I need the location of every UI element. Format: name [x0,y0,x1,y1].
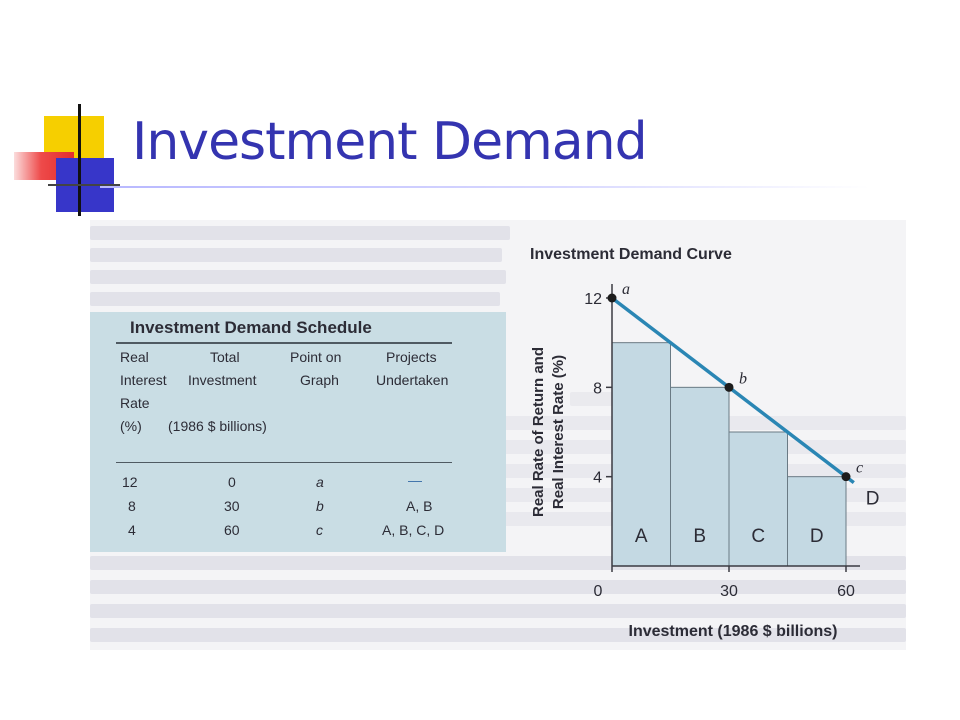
slide-title: Investment Demand [132,112,648,172]
background-text-line [90,604,906,618]
x-tick-label: 30 [720,583,738,600]
investment-demand-schedule: Investment Demand Schedule Real Interest… [90,312,506,552]
background-text-line [90,292,500,306]
row-investment: 60 [224,522,240,538]
row-projects: A, B [406,498,433,514]
row-point: b [316,498,324,514]
curve-point [724,382,734,392]
x-tick-label: 60 [837,583,855,600]
background-text-line [90,628,906,642]
y-axis-label: Real Rate of Return and Real Interest Rat… [530,347,567,517]
bar-project [787,476,847,567]
row-rate: 4 [128,522,136,538]
title-deco-vertical-line [78,104,81,216]
row-projects: A, B, C, D [382,522,445,538]
point-label: b [739,370,747,387]
row-investment: 0 [228,474,236,490]
background-text-line [90,270,506,284]
bar-label: A [635,526,648,547]
demand-curve [610,296,855,485]
bar-project [670,386,730,567]
x-axis-label: Investment (1986 $ billions) [629,623,838,640]
x-tick-label: 0 [594,583,603,600]
bar-label: C [751,526,765,547]
y-tick-label: 8 [593,380,602,397]
row-point: c [316,522,323,538]
header-line: (%) [120,418,142,434]
point-label: c [856,460,863,477]
row-rate: 8 [128,498,136,514]
background-text-line [90,226,510,240]
schedule-header-rule [116,462,452,463]
title-underline [100,186,870,188]
curve-point [841,472,851,482]
header-line: Graph [300,372,339,388]
title-deco-horizontal-line [48,184,120,186]
bar-project [728,431,788,567]
column-header-rate: Real Interest Rate (%) [120,346,167,438]
header-line: Rate [120,395,150,411]
header-line: Projects [386,349,437,365]
y-axis-label-line: Real Rate of Return and [530,347,547,517]
header-line: Undertaken [376,372,449,388]
column-header-point: Point on Graph [290,346,341,392]
row-investment: 30 [224,498,240,514]
column-header-projects: Projects Undertaken [376,346,448,392]
row-rate: 12 [122,474,138,490]
curve-label: D [866,489,880,510]
point-label: a [622,281,630,298]
row-point: a [316,474,324,490]
y-axis-label-line: Real Interest Rate (%) [550,355,567,509]
header-line: Interest [120,372,167,388]
y-tick-label: 4 [593,470,602,487]
schedule-title: Investment Demand Schedule [130,318,372,337]
bar-label: D [810,526,824,547]
header-line: Real [120,349,149,365]
header-line: Total [210,349,240,365]
curve-point [607,293,617,303]
chart-title: Investment Demand Curve [530,246,732,263]
bar-project [611,342,671,567]
background-text-line [90,580,906,594]
column-header-investment: Total Investment (1986 $ billions) [168,346,267,438]
y-tick-label: 12 [584,291,602,308]
background-text-line [90,248,502,262]
header-line: Investment [188,372,257,388]
row-projects: — [408,472,422,488]
header-line: (1986 $ billions) [168,418,267,434]
bar-label: B [693,526,706,547]
schedule-top-rule [116,342,452,344]
header-line: Point on [290,349,342,365]
